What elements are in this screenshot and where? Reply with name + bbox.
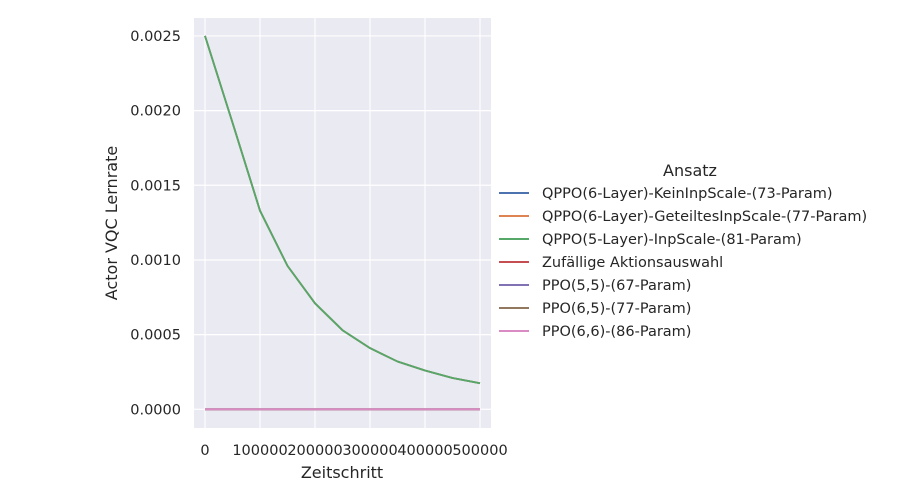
y-tick-label-3: 0.0015 (130, 178, 181, 194)
series-line-2 (204, 35, 481, 385)
x-tick-label-3: 300000 (342, 443, 397, 459)
y-tick-label-2: 0.0010 (130, 253, 181, 269)
legend-entry-0: QPPO(6-Layer)-KeinInpScale-(73-Param) (542, 186, 833, 202)
y-tick-labels: 0.0000 0.0005 0.0010 0.0015 0.0020 0.0025 (130, 29, 181, 418)
x-tick-label-0: 0 (200, 443, 209, 459)
series-lines (204, 35, 481, 411)
grid (194, 18, 491, 428)
x-tick-label-4: 400000 (397, 443, 452, 459)
y-tick-label-5: 0.0025 (130, 29, 181, 45)
legend-entry-2: QPPO(5-Layer)-InpScale-(81-Param) (542, 232, 802, 248)
x-axis-label: Zeitschritt (301, 463, 383, 482)
x-tick-label-5: 500000 (452, 443, 507, 459)
legend-title: Ansatz (663, 161, 717, 180)
x-tick-label-1: 100000 (232, 443, 287, 459)
legend: Ansatz QPPO(6-Layer)-KeinInpScale-(73-Pa… (499, 161, 867, 340)
plot-background (194, 18, 491, 428)
legend-entry-1: QPPO(6-Layer)-GeteiltesInpScale-(77-Para… (542, 209, 867, 225)
y-tick-label-1: 0.0005 (130, 328, 181, 344)
legend-entry-5: PPO(6,5)-(77-Param) (542, 301, 691, 317)
y-axis-label: Actor VQC Lernrate (102, 146, 121, 300)
legend-entry-3: Zufällige Aktionsauswahl (542, 255, 723, 271)
legend-entry-4: PPO(5,5)-(67-Param) (542, 278, 691, 294)
y-tick-label-4: 0.0020 (130, 104, 181, 120)
legend-entry-6: PPO(6,6)-(86-Param) (542, 324, 691, 340)
x-tick-labels: 0 100000 200000 300000 400000 500000 (200, 443, 507, 459)
x-tick-label-2: 200000 (287, 443, 342, 459)
y-tick-label-0: 0.0000 (130, 402, 181, 418)
